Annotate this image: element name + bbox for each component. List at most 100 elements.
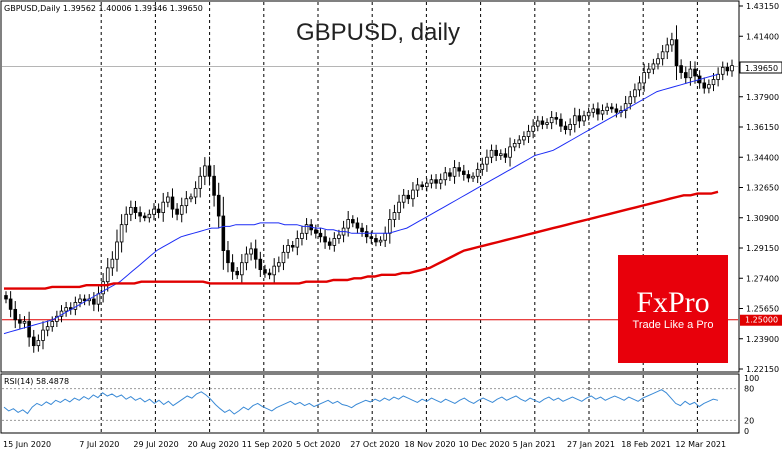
candle-body bbox=[286, 245, 290, 253]
candle-body bbox=[263, 269, 267, 274]
candle-body bbox=[318, 232, 323, 238]
candle-body bbox=[31, 336, 36, 347]
candle-body bbox=[142, 215, 147, 219]
x-tick-label: 20 Aug 2020 bbox=[188, 440, 239, 449]
candle-body bbox=[267, 272, 272, 276]
candle-body bbox=[614, 108, 619, 113]
candle-body bbox=[485, 156, 489, 165]
candle-body bbox=[193, 187, 198, 198]
x-tick-label: 29 Jul 2020 bbox=[133, 440, 178, 449]
candle-body bbox=[175, 208, 179, 215]
candle-body bbox=[332, 238, 337, 246]
candle-body bbox=[8, 298, 13, 310]
candle-body bbox=[388, 219, 392, 234]
candle-body bbox=[425, 182, 429, 188]
candle-body bbox=[4, 295, 8, 300]
candle-body bbox=[230, 262, 235, 272]
candle-body bbox=[693, 68, 697, 77]
candle-body bbox=[244, 253, 249, 264]
candle-body bbox=[397, 201, 401, 213]
candle-body bbox=[346, 219, 350, 229]
symbol-info: GBPUSD,Daily 1.39562 1.40006 1.39346 1.3… bbox=[4, 4, 203, 13]
rsi-tick-label: 80 bbox=[744, 385, 754, 394]
candle-body bbox=[586, 111, 591, 117]
y-tick-label: 1.34400 bbox=[746, 153, 779, 162]
candle-body bbox=[147, 213, 152, 219]
candle-body bbox=[392, 212, 397, 220]
candle-body bbox=[221, 215, 226, 251]
candle-body bbox=[156, 208, 161, 213]
y-tick-label: 1.29150 bbox=[746, 244, 779, 253]
candle-body bbox=[314, 229, 318, 234]
candle-body bbox=[577, 115, 582, 122]
candle-body bbox=[540, 120, 545, 125]
candle-body bbox=[591, 108, 596, 113]
fxpro-logo: FxPro Trade Like a Pro bbox=[618, 255, 728, 363]
candle-body bbox=[92, 298, 96, 305]
candle-body bbox=[600, 110, 605, 115]
x-tick-label: 18 Nov 2020 bbox=[404, 440, 455, 449]
candle-body bbox=[522, 136, 526, 141]
candle-body bbox=[249, 248, 253, 255]
candle-body bbox=[582, 115, 586, 122]
candle-body bbox=[378, 239, 383, 243]
candle-body bbox=[572, 115, 577, 125]
candle-body bbox=[559, 118, 563, 127]
candle-body bbox=[258, 258, 263, 271]
candle-body bbox=[480, 163, 485, 170]
y-tick-label: 1.25650 bbox=[746, 305, 779, 314]
rsi-chart-frame bbox=[0, 373, 740, 434]
candle-body bbox=[277, 262, 281, 267]
candle-body bbox=[364, 231, 369, 238]
candle-body bbox=[383, 232, 387, 241]
candle-body bbox=[401, 194, 406, 203]
y-tick-label: 1.43150 bbox=[746, 2, 779, 11]
candle-body bbox=[45, 326, 50, 331]
candle-body bbox=[665, 44, 670, 53]
candle-body bbox=[161, 201, 166, 213]
candle-body bbox=[434, 179, 438, 184]
candle-body bbox=[443, 172, 448, 181]
candle-body bbox=[22, 321, 27, 324]
x-tick-label: 5 Oct 2020 bbox=[296, 440, 340, 449]
y-tick-label: 1.36150 bbox=[746, 123, 779, 132]
candle-body bbox=[374, 238, 378, 243]
candle-body bbox=[170, 196, 175, 210]
rsi-tick-label: 100 bbox=[744, 374, 759, 383]
candle-body bbox=[526, 130, 531, 137]
candle-body bbox=[716, 73, 720, 80]
candle-body bbox=[535, 120, 540, 127]
candle-body bbox=[429, 179, 434, 184]
ma50-line bbox=[3, 73, 719, 335]
candle-body bbox=[545, 122, 549, 125]
candle-body bbox=[101, 281, 105, 295]
candle-body bbox=[633, 89, 637, 98]
candle-body bbox=[253, 248, 258, 260]
candle-body bbox=[50, 321, 55, 328]
x-tick-label: 15 Jun 2020 bbox=[3, 440, 51, 449]
candle-body bbox=[189, 196, 193, 200]
candle-body bbox=[203, 165, 207, 177]
y-tick-label: 1.30900 bbox=[746, 214, 779, 223]
x-tick-label: 12 Mar 2021 bbox=[675, 440, 726, 449]
candle-body bbox=[707, 84, 711, 89]
candle-body bbox=[235, 270, 240, 276]
candle-body bbox=[179, 205, 184, 215]
candle-body bbox=[355, 222, 360, 229]
candle-body bbox=[166, 196, 170, 203]
candle-body bbox=[18, 319, 22, 324]
candle-body bbox=[133, 206, 138, 213]
candle-body bbox=[207, 165, 212, 177]
candle-body bbox=[651, 63, 656, 70]
logo-background bbox=[618, 255, 728, 363]
horizontal-level-line: 1.25000 bbox=[2, 66, 782, 326]
candle-body bbox=[55, 315, 59, 322]
candle-body bbox=[462, 170, 466, 175]
candle-body bbox=[730, 65, 734, 72]
x-axis: 15 Jun 2020 7 Jul 2020 29 Jul 2020 20 Aug 2… bbox=[3, 440, 726, 449]
x-tick-label: 27 Jan 2021 bbox=[567, 440, 615, 449]
candle-body bbox=[656, 58, 660, 65]
candle-body bbox=[198, 175, 203, 189]
